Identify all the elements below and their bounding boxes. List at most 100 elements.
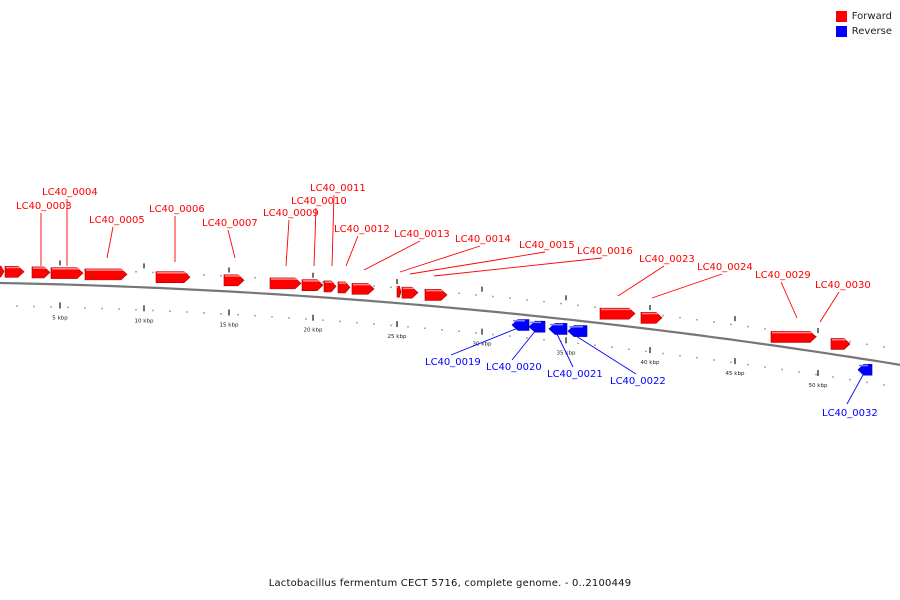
gene-label-LC40_0012[interactable]: LC40_0012 [334,224,390,267]
gene-body [567,325,588,337]
forward-gene-14[interactable] [424,289,448,301]
gene-label-LC40_0032[interactable]: LC40_0032 [822,374,878,419]
scale-label: 15 kbp [220,322,239,328]
gene-body [223,274,245,287]
forward-gene-4[interactable] [84,268,128,281]
forward-gene-7[interactable] [269,277,302,290]
leader-line [846,374,864,405]
gene-label-text: LC40_0022 [610,376,666,387]
forward-gene-3[interactable] [50,267,84,279]
forward-gene-8[interactable] [301,279,324,291]
gene-body [396,285,402,298]
gene-label-LC40_0011[interactable]: LC40_0011 [310,183,366,267]
gene-label-LC40_0019[interactable]: LC40_0019 [425,327,519,368]
gene-label-LC40_0029[interactable]: LC40_0029 [755,270,811,319]
leader-line [363,240,421,271]
gene-label-LC40_0020[interactable]: LC40_0020 [486,329,542,373]
legend-item-forward: Forward [835,9,892,24]
gene-label-text: LC40_0029 [755,270,811,281]
gene-label-LC40_0009[interactable]: LC40_0009 [263,208,319,267]
forward-gene-15[interactable] [599,307,636,320]
leader-line [556,333,574,368]
leader-line [331,194,335,267]
leader-line [399,245,481,273]
gene-label-text: LC40_0019 [425,357,481,368]
gene-body [528,320,546,333]
gene-label-LC40_0030[interactable]: LC40_0030 [815,280,871,323]
gene-body [323,280,337,293]
forward-gene-11[interactable] [351,283,375,295]
forward-gene-16[interactable] [640,311,663,324]
backbone-line [0,281,900,366]
legend-label-reverse: Reverse [851,26,892,37]
gene-label-LC40_0010[interactable]: LC40_0010 [291,196,347,267]
gene-label-text: LC40_0006 [149,204,205,215]
leader-line [651,273,723,299]
gene-body [640,311,663,324]
gene-label-LC40_0023[interactable]: LC40_0023 [617,254,695,297]
gene-body [0,265,5,278]
gene-label-LC40_0021[interactable]: LC40_0021 [547,333,603,380]
gene-label-text: LC40_0016 [577,246,633,257]
scale-label: 5 kbp [52,315,68,321]
forward-gene-5[interactable] [155,271,191,283]
gene-body [548,323,568,335]
forward-gene-0[interactable] [0,265,5,278]
legend-label-forward: Forward [851,11,892,22]
gene-body [84,268,128,281]
gene-label-LC40_0013[interactable]: LC40_0013 [363,229,450,271]
gene-label-LC40_0024[interactable]: LC40_0024 [651,262,753,299]
gene-label-LC40_0022[interactable]: LC40_0022 [575,335,666,387]
forward-gene-12[interactable] [396,285,402,298]
gene-body [50,267,84,279]
scale-label: 45 kbp [726,371,745,377]
gene-body [857,363,873,376]
scale-label: 30 kbp [473,342,492,348]
gene-label-text: LC40_0020 [486,362,542,373]
forward-gene-10[interactable] [337,281,351,294]
gene-label-LC40_0007[interactable]: LC40_0007 [202,218,258,259]
gene-label-text: LC40_0012 [334,224,390,235]
legend-item-reverse: Reverse [835,24,892,39]
reverse-gene-3[interactable] [567,325,588,337]
reverse-gene-2[interactable] [548,323,568,335]
forward-gene-18[interactable] [830,338,851,350]
scale-label: 50 kbp [809,383,828,389]
forward-gene-6[interactable] [223,274,245,287]
forward-gene-2[interactable] [31,266,51,279]
scale-label: 25 kbp [388,334,407,340]
legend: Forward Reverse [835,9,892,39]
gene-label-LC40_0004[interactable]: LC40_0004 [42,187,98,266]
reverse-gene-0[interactable] [511,319,530,331]
leader-line [511,329,537,361]
gene-body [401,286,419,299]
gene-label-text: LC40_0010 [291,196,347,207]
gene-body [351,283,375,295]
forward-gene-1[interactable] [4,265,25,278]
gene-label-LC40_0003[interactable]: LC40_0003 [16,201,72,266]
reverse-swatch [835,26,847,37]
reverse-gene-4[interactable] [857,363,873,376]
gene-label-LC40_0016[interactable]: LC40_0016 [433,246,633,277]
forward-gene-9[interactable] [323,280,337,293]
gene-label-text: LC40_0003 [16,201,72,212]
leader-line [227,229,236,259]
gene-body [269,277,302,290]
gene-label-LC40_0006[interactable]: LC40_0006 [149,204,205,262]
forward-gene-17[interactable] [770,331,817,343]
gene-label-text: LC40_0014 [455,234,511,245]
leader-line [106,226,114,259]
gene-body [301,279,324,291]
forward-swatch [835,11,847,22]
gene-body [770,331,817,343]
gene-body [599,307,636,320]
reverse-gene-1[interactable] [528,320,546,333]
gene-label-LC40_0005[interactable]: LC40_0005 [89,215,145,259]
forward-gene-13[interactable] [401,286,419,299]
gene-label-LC40_0015[interactable]: LC40_0015 [409,240,575,275]
scale-label: 20 kbp [304,328,323,334]
gene-label-text: LC40_0011 [310,183,366,194]
gene-label-text: LC40_0032 [822,408,878,419]
gene-label-LC40_0014[interactable]: LC40_0014 [399,234,511,273]
